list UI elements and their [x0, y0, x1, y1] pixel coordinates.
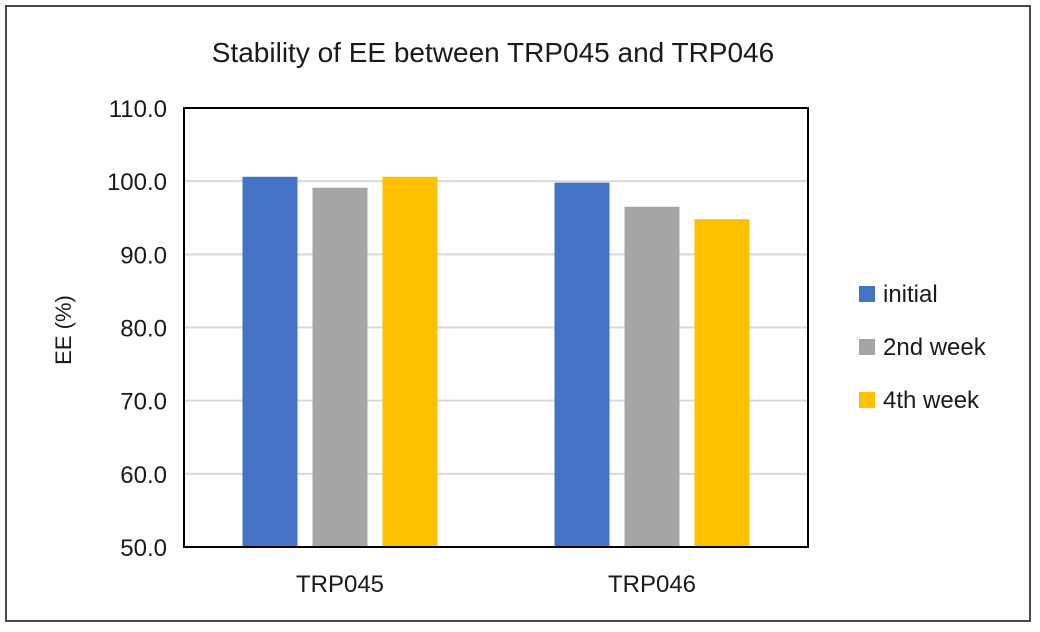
y-tick-label: 80.0 [120, 316, 167, 343]
axes [183, 107, 809, 548]
bar-TRP045-initial [242, 176, 298, 547]
y-tick-label: 90.0 [120, 242, 167, 269]
y-axis-label: EE (%) [51, 295, 76, 365]
y-tick-label: 100.0 [107, 169, 167, 196]
legend-label: 2nd week [883, 334, 987, 361]
x-tick-label: TRP046 [608, 571, 696, 598]
y-tick-label: 60.0 [120, 462, 167, 489]
legend-swatch [859, 339, 875, 355]
legend: initial 2nd week 4th week [859, 281, 987, 414]
legend-label: 4th week [883, 387, 980, 414]
legend-swatch [859, 286, 875, 302]
x-tick-label: TRP045 [296, 571, 384, 598]
plot-area-border [183, 107, 809, 548]
y-tick-labels: 50.0 60.0 70.0 80.0 90.0 100.0 110.0 [107, 96, 167, 562]
bar-TRP045-2nd-week [312, 187, 368, 548]
y-tick-label: 50.0 [120, 535, 167, 562]
bar-TRP046-4th-week [694, 219, 750, 548]
y-tick-label: 70.0 [120, 389, 167, 416]
legend-swatch [859, 392, 875, 408]
bar-TRP045-4th-week [382, 176, 438, 547]
bar-TRP046-2nd-week [624, 206, 680, 547]
x-tick-labels: TRP045 TRP046 [296, 571, 696, 598]
bars [242, 176, 750, 548]
y-tick-label: 110.0 [109, 96, 167, 123]
legend-label: initial [883, 281, 938, 308]
bar-TRP046-initial [554, 182, 610, 547]
chart-title: Stability of EE between TRP045 and TRP04… [212, 37, 774, 68]
